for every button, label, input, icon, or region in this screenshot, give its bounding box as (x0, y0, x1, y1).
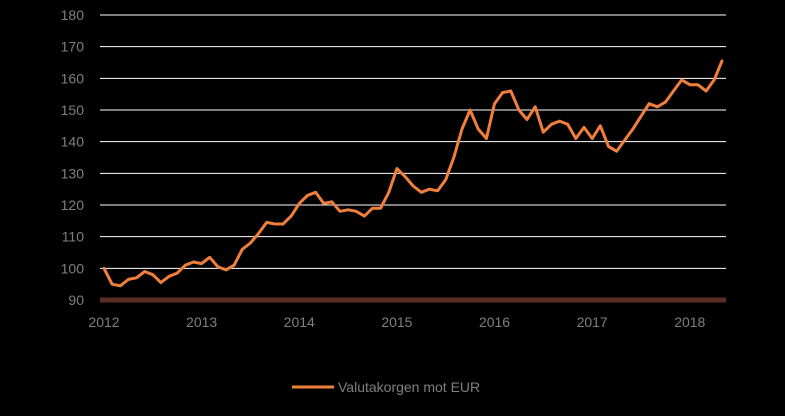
y-tick-label: 90 (68, 292, 84, 308)
y-tick-label: 120 (61, 197, 85, 213)
y-tick-label: 160 (61, 70, 85, 86)
x-tick-label: 2012 (88, 314, 119, 330)
legend: Valutakorgen mot EUR (292, 379, 480, 395)
y-tick-label: 140 (61, 134, 85, 150)
y-tick-label: 150 (61, 102, 85, 118)
y-tick-label: 100 (61, 260, 85, 276)
y-tick-label: 170 (61, 39, 85, 55)
y-tick-label: 110 (62, 229, 85, 245)
x-tick-label: 2018 (674, 314, 705, 330)
series-group (102, 59, 724, 288)
y-tick-label: 130 (61, 165, 85, 181)
x-tick-label: 2017 (577, 314, 608, 330)
y-tick-label: 180 (61, 7, 85, 23)
x-tick-label: 2015 (381, 314, 412, 330)
gridlines (100, 14, 726, 303)
x-tick-label: 2016 (479, 314, 510, 330)
x-tick-label: 2013 (186, 314, 217, 330)
x-axis-ticks: 2012 2013 2014 2015 2016 2017 2018 (88, 314, 705, 330)
x-tick-label: 2014 (284, 314, 315, 330)
legend-label: Valutakorgen mot EUR (338, 379, 480, 395)
series-line (102, 59, 724, 288)
y-axis-ticks: 90 100 110 120 130 140 150 160 170 180 (61, 7, 85, 308)
